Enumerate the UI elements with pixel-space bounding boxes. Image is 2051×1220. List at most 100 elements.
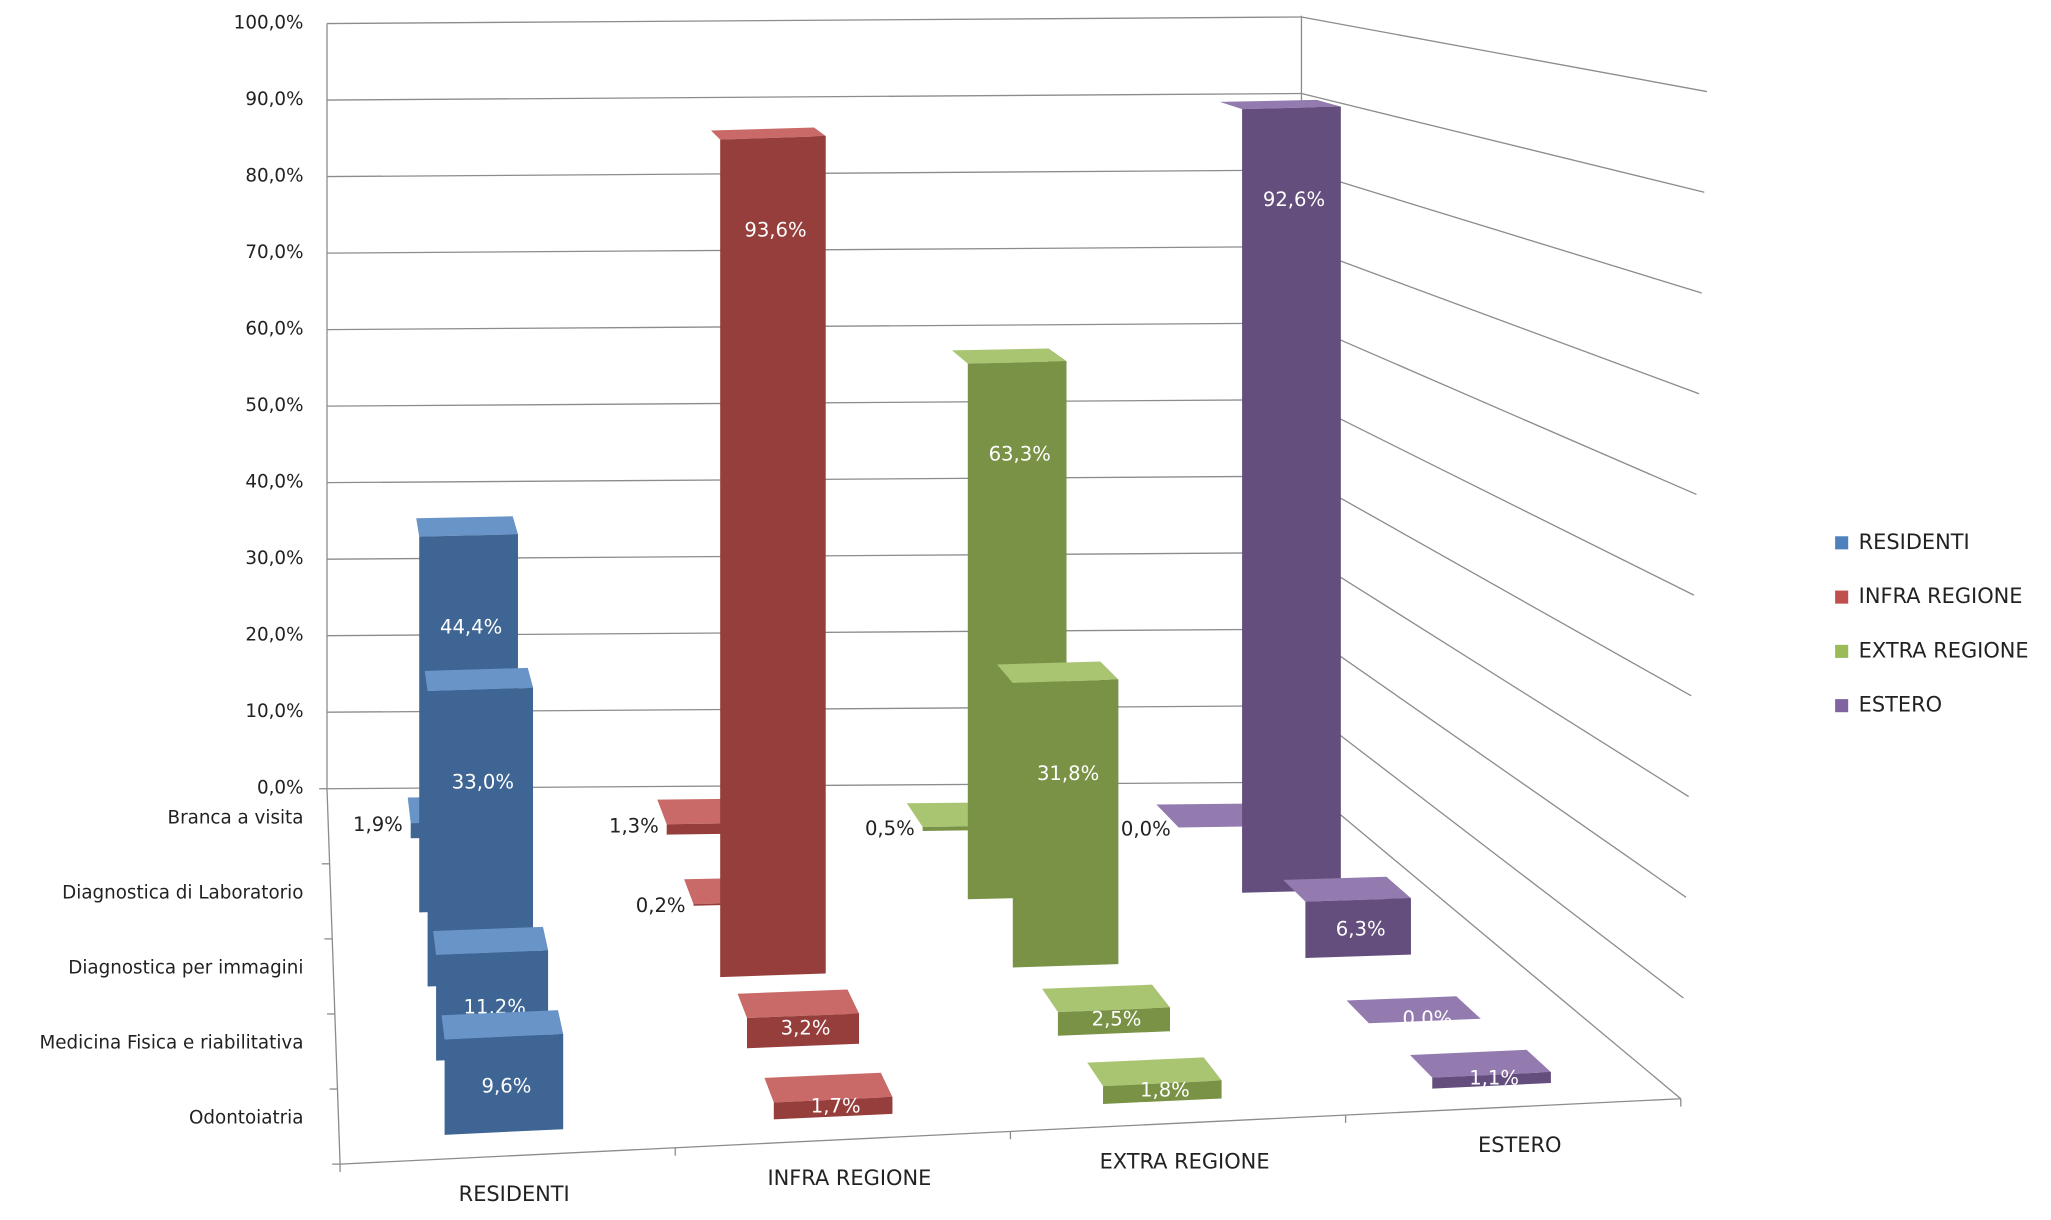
y-tick-label: 60,0% [245, 319, 303, 340]
y-tick-label: 80,0% [245, 166, 303, 187]
y-tick-label: 10,0% [245, 701, 303, 722]
bar: 9,6% [441, 1010, 564, 1135]
grid-line [1301, 552, 1689, 798]
bar-top [1042, 984, 1170, 1013]
bar-top [1346, 996, 1481, 1024]
bar-top [951, 348, 1067, 364]
bar-top [433, 926, 549, 955]
bar: 93,6% [710, 127, 826, 978]
axis-line [340, 1098, 1681, 1165]
axis-labels: 0,0% 10,0% 20,0% 30,0% 40,0% 50,0% 60,0% 70,0% 8… [40, 13, 1562, 1207]
legend-swatch [1835, 536, 1849, 550]
legend-label: RESIDENTI [1859, 530, 1970, 554]
y-tick-label: 100,0% [234, 13, 304, 34]
y-tick-label: 50,0% [245, 395, 303, 416]
grid-line [1301, 781, 1682, 1100]
bar: 6,3% [1283, 876, 1411, 958]
x-tick-label: INFRA REGIONE [767, 1166, 931, 1190]
plot-area: 0,0% 10,0% 20,0% 30,0% 40,0% 50,0% 60,0% 70,0% 8… [40, 13, 2029, 1207]
y-tick-label: 0,0% [257, 778, 303, 799]
data-label: 6,3% [1336, 917, 1386, 940]
y-tick-label: 30,0% [245, 548, 303, 569]
data-label: 31,8% [1037, 762, 1099, 785]
bar-front [1012, 679, 1119, 968]
bar: 31,8% [997, 661, 1119, 968]
data-label: 0,0% [1403, 1007, 1453, 1030]
grid-line [1301, 399, 1695, 596]
bar-front [1242, 106, 1341, 893]
legend-label: EXTRA REGIONE [1859, 638, 2029, 662]
y-tick-label: 90,0% [245, 89, 303, 110]
bar-front [746, 1013, 859, 1049]
axis-line [326, 788, 341, 1165]
bar: 33,0% [424, 667, 534, 987]
data-label: 44,4% [440, 616, 502, 639]
x-tick-label: RESIDENTI [459, 1182, 570, 1206]
grid-line [1301, 628, 1687, 898]
bar: 92,6% [1219, 99, 1341, 893]
data-label: 93,6% [744, 219, 806, 242]
bar: 3,2% [737, 989, 859, 1049]
bar-top [710, 127, 826, 140]
bar-top [997, 661, 1119, 684]
depth-tick-label: Medicina Fisica e riabilitativa [40, 1033, 304, 1054]
grid-line [326, 16, 1302, 25]
legend-label: ESTERO [1859, 693, 1942, 717]
data-label: 92,6% [1263, 188, 1325, 211]
depth-tick-label: Diagnostica per immagini [68, 958, 303, 979]
y-tick-label: 40,0% [245, 472, 303, 493]
bar-front [427, 687, 534, 987]
bar-top [441, 1010, 564, 1040]
data-label: 33,0% [452, 770, 514, 793]
bar-front [444, 1034, 564, 1135]
bar: 2,5% [1042, 984, 1170, 1036]
legend-swatch [1835, 699, 1849, 713]
bar-front [1057, 1007, 1170, 1036]
data-label: 0,2% [636, 894, 686, 917]
data-label: 3,2% [781, 1017, 831, 1040]
bar-front [1432, 1072, 1551, 1089]
bar: 1,8% [1087, 1057, 1222, 1104]
data-label: 9,6% [482, 1075, 532, 1098]
grid-line [1301, 92, 1705, 193]
data-label: 0,0% [1121, 817, 1171, 840]
data-label: 1,3% [609, 814, 659, 837]
depth-tick-label: Diagnostica di Laboratorio [62, 882, 303, 903]
bar-top [1219, 99, 1341, 110]
grid-line [1301, 169, 1702, 294]
bar: 0,0% [1346, 996, 1481, 1030]
bar-front [1103, 1080, 1222, 1104]
bar-top [1410, 1049, 1551, 1078]
bar-top [737, 989, 859, 1019]
x-tick-label: EXTRA REGIONE [1100, 1149, 1270, 1173]
legend: RESIDENTI INFRA REGIONE EXTRA REGIONE ESTER… [1835, 530, 2029, 717]
y-tick-label: 70,0% [245, 242, 303, 263]
bar-top [1283, 876, 1411, 902]
depth-tick-label: Odontoiatria [189, 1108, 303, 1129]
legend-label: INFRA REGIONE [1859, 584, 2023, 608]
bar-front [720, 136, 826, 978]
y-tick-label: 20,0% [245, 625, 303, 646]
bar: 1,7% [764, 1072, 893, 1120]
bar-top [424, 667, 534, 692]
data-label: 1,1% [1469, 1067, 1519, 1090]
bar-front [1305, 898, 1411, 958]
grid-line [1301, 322, 1697, 496]
bar-front [773, 1097, 893, 1120]
data-label: 1,9% [353, 813, 403, 836]
x-tick-label: ESTERO [1478, 1133, 1561, 1157]
data-label: 0,5% [865, 817, 915, 840]
grid-line [1301, 705, 1684, 999]
data-label: 1,7% [811, 1095, 861, 1118]
data-label: 1,8% [1140, 1079, 1190, 1102]
bar: 1,1% [1410, 1049, 1551, 1090]
data-label: 2,5% [1092, 1008, 1142, 1031]
grid-line [1301, 475, 1692, 697]
legend-swatch [1835, 644, 1849, 658]
bar-top [416, 516, 518, 537]
grid-line [326, 92, 1302, 101]
data-label: 63,3% [989, 443, 1051, 466]
bars: 1,9% 1,3% 0,5% 0,0% 44,4% 0,2% 63,3% 92,6% 33,0%… [353, 99, 1551, 1135]
